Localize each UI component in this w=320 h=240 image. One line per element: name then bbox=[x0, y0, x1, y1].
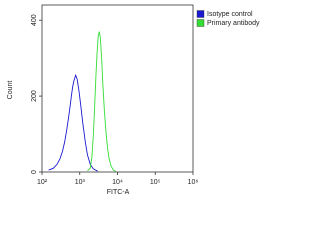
legend-swatch bbox=[196, 19, 205, 27]
page: {"chart_data": {"type": "line", "xlabel"… bbox=[6, 4, 261, 196]
y-tick-label: 200 bbox=[31, 90, 38, 102]
legend-label: Isotype control bbox=[207, 11, 253, 18]
histogram-line bbox=[48, 73, 98, 172]
x-axis-label: FITC-A bbox=[107, 189, 130, 196]
legend-swatch bbox=[196, 10, 205, 18]
x-tick-label: 10⁶ bbox=[188, 179, 199, 186]
legend-label: Primary antibody bbox=[207, 20, 260, 27]
x-tick-label: 10³ bbox=[75, 179, 86, 186]
x-tick-label: 10⁵ bbox=[150, 179, 161, 186]
x-tick-label: 10² bbox=[37, 179, 48, 186]
y-axis-label: Count bbox=[7, 81, 14, 100]
plot-frame bbox=[41, 4, 194, 173]
y-tick-label: 400 bbox=[31, 14, 38, 26]
x-tick-label: 10⁴ bbox=[112, 179, 123, 186]
y-tick-label: 0 bbox=[31, 170, 38, 174]
chart: FITC-A Count 10² 10³ 10⁴ 10⁵ 10⁶ 0 200 400 Isoty… bbox=[7, 4, 260, 196]
histogram-line bbox=[87, 31, 116, 172]
